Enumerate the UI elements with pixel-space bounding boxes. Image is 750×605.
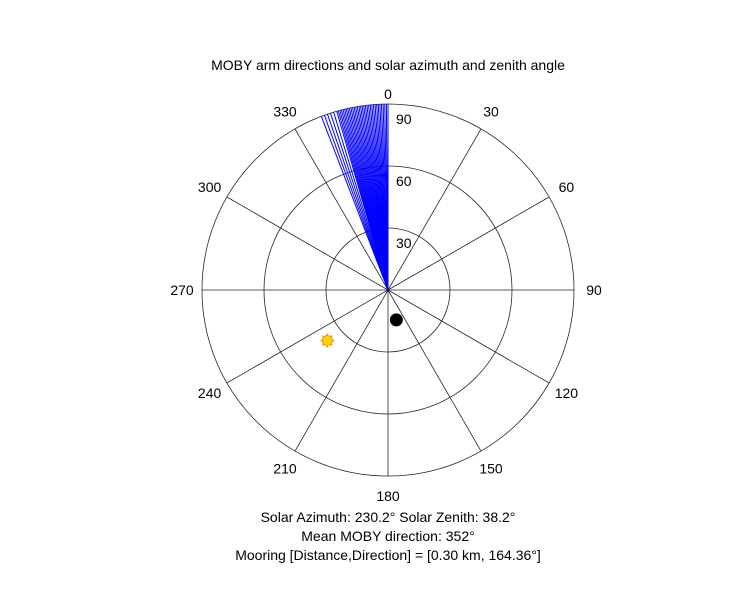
radius-tick-label: 30 [396,235,412,251]
grid-spoke-300 [226,196,389,291]
angle-tick-label: 210 [273,460,297,476]
grid-spoke-150 [387,289,482,452]
angle-tick-label: 30 [483,104,499,120]
moby-arm-line [320,116,389,291]
chart-title: MOBY arm directions and solar azimuth an… [211,57,565,73]
mooring-marker [389,313,403,327]
angle-tick-label: 60 [559,179,575,195]
angle-tick-label: 330 [273,104,297,120]
grid-spoke-210 [294,289,389,452]
grid-spoke-60 [387,196,550,291]
moby-arm-line [333,111,389,291]
moby-arm-line [330,112,389,291]
angle-tick-label: 270 [170,282,194,298]
grid-spoke-330 [294,128,389,291]
mooring-caption: Mooring [Distance,Direction] = [0.30 km,… [235,547,541,563]
grid-spoke-240 [226,289,389,384]
angle-tick-label: 150 [479,460,503,476]
angle-tick-label: 240 [198,385,222,401]
moby-arm-line [323,115,389,291]
angle-tick-label: 180 [376,488,400,504]
angle-tick-label: 0 [384,86,392,102]
grid-spoke-120 [387,289,550,384]
angle-tick-label: 90 [586,282,602,298]
sun-marker [321,335,333,347]
moby-direction-caption: Mean MOBY direction: 352° [301,528,475,544]
solar-caption: Solar Azimuth: 230.2° Solar Zenith: 38.2… [260,509,516,525]
radius-tick-label: 90 [396,111,412,127]
moby-arm-line [326,113,389,291]
angle-tick-label: 300 [198,179,222,195]
angle-tick-label: 120 [555,385,579,401]
grid-spoke-30 [387,128,482,291]
radius-tick-label: 60 [396,173,412,189]
